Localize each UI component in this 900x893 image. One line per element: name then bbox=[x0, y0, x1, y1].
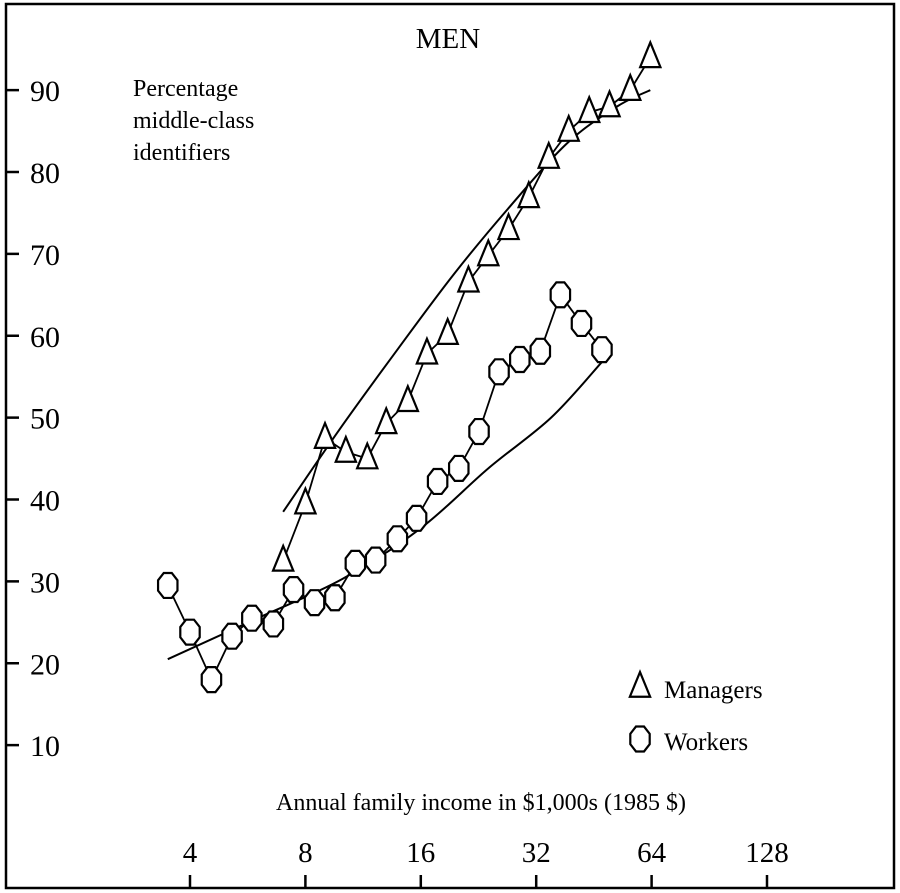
y-tick-label-70: 70 bbox=[30, 239, 60, 272]
data-point-workers-15 bbox=[468, 417, 490, 446]
data-point-managers-5 bbox=[374, 405, 399, 435]
data-point-workers-6 bbox=[282, 575, 305, 604]
data-point-workers-8 bbox=[324, 584, 346, 612]
data-point-managers-11 bbox=[496, 211, 521, 241]
data-point-workers-12 bbox=[405, 504, 428, 532]
data-point-workers-5 bbox=[262, 610, 285, 638]
fit-line-workers bbox=[167, 361, 603, 661]
data-point-workers-10 bbox=[364, 546, 387, 574]
data-point-managers-6 bbox=[396, 383, 420, 413]
data-point-workers-3 bbox=[221, 622, 243, 650]
data-point-workers-21 bbox=[591, 336, 613, 364]
data-point-managers-1 bbox=[293, 485, 318, 515]
data-point-workers-14 bbox=[447, 454, 470, 482]
legend-marker-workers bbox=[629, 725, 651, 753]
y-tick-label-90: 90 bbox=[30, 75, 60, 108]
x-tick-label-32: 32 bbox=[522, 837, 551, 869]
data-point-managers-0 bbox=[271, 543, 295, 572]
data-point-workers-0 bbox=[156, 571, 179, 600]
y-tick-label-30: 30 bbox=[30, 566, 60, 599]
legend-label-managers: Managers bbox=[664, 677, 763, 704]
data-point-managers-2 bbox=[313, 420, 337, 449]
data-point-managers-3 bbox=[334, 434, 358, 463]
fit-lines bbox=[167, 89, 651, 661]
y-tick-label-40: 40 bbox=[30, 485, 60, 518]
y-axis-label-line-2: middle-class bbox=[133, 108, 254, 134]
data-point-managers-18 bbox=[638, 39, 663, 69]
x-tick-label-16: 16 bbox=[406, 837, 435, 869]
x-axis: 4 8 16 32 64 128 bbox=[183, 837, 789, 888]
data-point-workers-7 bbox=[303, 589, 326, 617]
data-point-workers-1 bbox=[179, 618, 201, 646]
data-point-workers-16 bbox=[488, 358, 510, 386]
chart-title: MEN bbox=[416, 23, 481, 55]
data-point-managers-15 bbox=[577, 94, 601, 124]
markers bbox=[156, 39, 663, 694]
data-point-managers-12 bbox=[516, 179, 541, 209]
legend-marker-managers bbox=[628, 669, 652, 698]
data-point-workers-17 bbox=[509, 345, 531, 374]
legend: Managers Workers bbox=[628, 669, 763, 756]
data-point-managers-17 bbox=[618, 72, 643, 101]
chart-frame bbox=[4, 2, 896, 890]
data-point-managers-13 bbox=[536, 140, 561, 169]
legend-marker-shape-managers bbox=[628, 669, 652, 698]
legend-marker-shape-workers bbox=[629, 725, 651, 753]
y-axis: 10 20 30 40 50 60 70 80 90 bbox=[6, 75, 60, 763]
data-point-managers-8 bbox=[435, 316, 460, 345]
fit-line-managers bbox=[282, 89, 651, 513]
x-tick-label-64: 64 bbox=[637, 837, 667, 869]
data-point-workers-2 bbox=[200, 666, 223, 694]
series-lines bbox=[166, 56, 652, 682]
data-point-managers-14 bbox=[556, 113, 581, 142]
data-point-workers-4 bbox=[241, 604, 263, 632]
y-tick-label-50: 50 bbox=[30, 403, 60, 436]
data-point-workers-13 bbox=[426, 467, 449, 496]
data-point-managers-4 bbox=[355, 440, 380, 470]
y-tick-label-10: 10 bbox=[30, 730, 60, 763]
x-tick-label-128: 128 bbox=[745, 837, 789, 869]
data-point-workers-9 bbox=[344, 549, 367, 577]
data-point-managers-9 bbox=[456, 263, 481, 293]
y-tick-label-80: 80 bbox=[30, 157, 60, 190]
series-line-managers bbox=[282, 56, 652, 562]
x-axis-label: Annual family income in $1,000s (1985 $) bbox=[276, 790, 686, 816]
y-tick-label-20: 20 bbox=[30, 648, 60, 681]
data-point-managers-10 bbox=[476, 237, 501, 267]
x-tick-label-4: 4 bbox=[183, 837, 198, 869]
y-axis-label-line-1: Percentage bbox=[133, 76, 238, 102]
data-point-workers-20 bbox=[570, 309, 593, 338]
y-tick-label-60: 60 bbox=[30, 321, 60, 354]
data-point-managers-16 bbox=[597, 88, 622, 118]
data-point-workers-18 bbox=[529, 337, 552, 365]
legend-label-workers: Workers bbox=[664, 729, 748, 756]
data-point-workers-11 bbox=[386, 525, 409, 553]
data-point-managers-7 bbox=[415, 335, 439, 365]
data-point-workers-19 bbox=[549, 281, 572, 309]
y-axis-label-line-3: identifiers bbox=[133, 140, 230, 166]
x-tick-label-8: 8 bbox=[298, 837, 313, 869]
